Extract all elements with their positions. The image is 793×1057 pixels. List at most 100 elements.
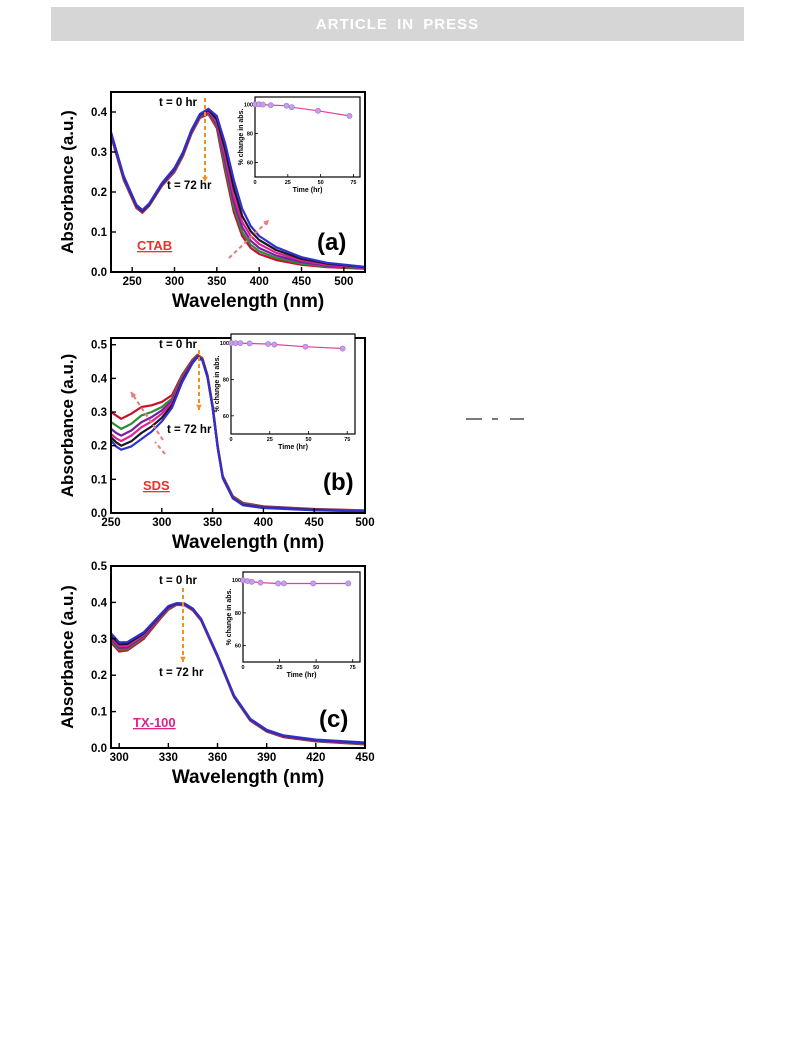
x-axis-label: Wavelength (nm) (172, 767, 324, 788)
panel-label: (a) (317, 229, 346, 256)
inset-x-axis-label: Time (hr) (287, 672, 317, 679)
x-tick-label: 300 (152, 517, 171, 529)
spectrum-series-6 (110, 602, 366, 744)
y-axis-label: Absorbance (a.u.) (58, 585, 77, 729)
x-tick-label: 300 (165, 276, 184, 288)
annotation-t0: t = 0 hr (159, 97, 198, 109)
x-tick-label: 360 (208, 752, 227, 764)
inset-point (345, 580, 352, 587)
inset-point (267, 102, 274, 109)
inset-x-tick-label: 75 (350, 180, 356, 186)
y-tick-label: 0.4 (91, 373, 108, 385)
chart-panel-b: 250 300 350 400 450 5000.00.10.20.30.40.5Wave… (58, 333, 375, 553)
decrease-arrow-head (196, 404, 202, 410)
x-tick-label: 390 (257, 752, 276, 764)
x-tick-label: 400 (250, 276, 269, 288)
trend-arrow-head (131, 392, 137, 398)
x-axis-label: Wavelength (nm) (172, 532, 324, 553)
y-tick-label: 0.0 (91, 508, 107, 520)
spectrum-series-6 (109, 107, 366, 268)
decrease-arrow-head (202, 176, 208, 182)
inset-frame (242, 571, 361, 663)
trend-arrow-tail (154, 441, 166, 455)
y-tick-label: 0.5 (91, 561, 108, 573)
inset-point (339, 345, 346, 352)
inset-frame (254, 96, 361, 178)
inset-y-tick-label: 60 (223, 414, 229, 420)
y-tick-label: 0.0 (91, 267, 107, 279)
plot-border (110, 91, 366, 273)
panel-label: (b) (323, 469, 354, 496)
inset-y-tick-label: 60 (247, 160, 253, 166)
inset-point (257, 579, 264, 586)
x-tick-label: 500 (334, 276, 353, 288)
y-tick-label: 0.2 (91, 441, 107, 453)
inset-x-tick-label: 25 (277, 665, 283, 671)
inset-x-tick-label: 75 (350, 665, 356, 671)
inset-point (275, 580, 281, 587)
chart-panel-c: 300 330 360 390 420 450 0.0 0.1 0.2 0.3 0.4 0.5 Wave… (58, 561, 375, 788)
inset-y-axis-label: % change in abs. (214, 356, 221, 413)
inset-x-tick-label: 25 (285, 180, 291, 186)
inset-y-tick-label: 100 (232, 578, 241, 584)
x-tick-label: 500 (355, 517, 374, 529)
annotation-t72: t = 72 hr (167, 424, 212, 436)
x-axis-label: Wavelength (nm) (172, 291, 324, 312)
x-tick-label: 300 (110, 752, 129, 764)
chart-panel-a: 250 300 350 400 450 5000.00.10.20.30.4Wavelen… (58, 91, 366, 312)
inset-point (237, 340, 244, 346)
inset-chart: 0 25 50 75 60 80 100 Time (hr) % change in abs. (214, 333, 356, 451)
trend-arrow-shaft (228, 219, 270, 259)
annotation-t72: t = 72 hr (159, 667, 204, 679)
stray-dash-marks (466, 418, 524, 420)
x-tick-label: 350 (203, 517, 222, 529)
y-tick-label: 0.3 (91, 407, 107, 419)
inset-x-tick-label: 50 (313, 665, 319, 671)
plot-border (110, 565, 366, 749)
x-tick-label: 250 (123, 276, 142, 288)
inset-point (310, 580, 317, 587)
inset-y-tick-label: 80 (247, 131, 253, 137)
spectrum-series-6 (110, 356, 366, 513)
inset-x-tick-label: 50 (305, 437, 311, 443)
x-tick-label: 450 (292, 276, 311, 288)
trend-arrow (228, 219, 270, 259)
inset-x-tick-label: 50 (318, 180, 324, 186)
inset-y-tick-label: 80 (235, 611, 241, 617)
y-tick-label: 0.2 (91, 670, 107, 682)
inset-point (271, 341, 278, 348)
y-tick-label: 0.2 (91, 187, 107, 199)
x-tick-label: 350 (207, 276, 226, 288)
inset-point (288, 104, 295, 111)
inset-point (302, 343, 309, 350)
x-tick-label: 330 (159, 752, 178, 764)
y-tick-label: 0.5 (91, 340, 108, 352)
y-tick-label: 0.4 (91, 597, 108, 609)
y-tick-label: 0.1 (91, 474, 108, 486)
inset-x-axis-label: Time (hr) (278, 444, 308, 451)
inset-x-tick-label: 0 (241, 665, 244, 671)
inset-point (246, 340, 253, 347)
inset-y-tick-label: 100 (220, 341, 229, 347)
surfactant-label: CTAB (137, 238, 172, 253)
inset-y-tick-label: 60 (235, 644, 241, 650)
inset-point (283, 102, 290, 109)
inset-point (346, 113, 353, 119)
y-tick-label: 0.1 (91, 707, 108, 719)
decrease-arrow (196, 350, 202, 410)
y-axis-label: Absorbance (a.u.) (58, 354, 77, 498)
decrease-arrow (180, 588, 186, 662)
panel-label: (c) (319, 706, 348, 733)
decrease-arrow (202, 98, 208, 182)
inset-y-axis-label: % change in abs. (238, 109, 245, 166)
inset-point (281, 580, 287, 587)
y-tick-label: 0.4 (91, 107, 108, 119)
inset-y-tick-label: 100 (244, 102, 253, 108)
x-tick-label: 450 (355, 752, 374, 764)
surfactant-label: SDS (143, 478, 170, 493)
decrease-arrow-head (180, 656, 186, 662)
inset-point (315, 107, 321, 114)
annotation-t0: t = 0 hr (159, 339, 198, 351)
y-tick-label: 0.3 (91, 634, 107, 646)
inset-x-axis-label: Time (hr) (293, 187, 323, 194)
